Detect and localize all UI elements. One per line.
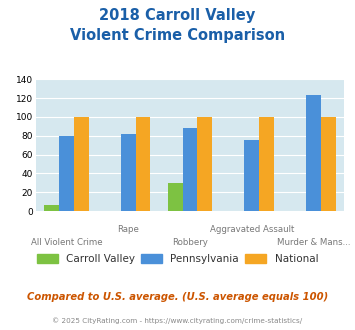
Bar <box>321 117 336 211</box>
Bar <box>44 205 59 211</box>
Bar <box>168 183 182 211</box>
Bar <box>259 117 274 211</box>
Bar <box>244 140 259 211</box>
Bar <box>59 136 74 211</box>
Bar <box>182 128 197 211</box>
Text: Aggravated Assault: Aggravated Assault <box>209 225 294 234</box>
Text: Compared to U.S. average. (U.S. average equals 100): Compared to U.S. average. (U.S. average … <box>27 292 328 302</box>
Bar <box>74 117 89 211</box>
Bar <box>136 117 151 211</box>
Bar <box>197 117 212 211</box>
Text: Murder & Mans...: Murder & Mans... <box>277 238 350 247</box>
Text: 2018 Carroll Valley: 2018 Carroll Valley <box>99 8 256 23</box>
Text: Rape: Rape <box>117 225 139 234</box>
Bar <box>306 95 321 211</box>
Text: © 2025 CityRating.com - https://www.cityrating.com/crime-statistics/: © 2025 CityRating.com - https://www.city… <box>53 317 302 324</box>
Text: Violent Crime Comparison: Violent Crime Comparison <box>70 28 285 43</box>
Text: Robbery: Robbery <box>172 238 208 247</box>
Legend: Carroll Valley, Pennsylvania, National: Carroll Valley, Pennsylvania, National <box>37 253 318 264</box>
Text: All Violent Crime: All Violent Crime <box>31 238 102 247</box>
Bar <box>121 134 136 211</box>
